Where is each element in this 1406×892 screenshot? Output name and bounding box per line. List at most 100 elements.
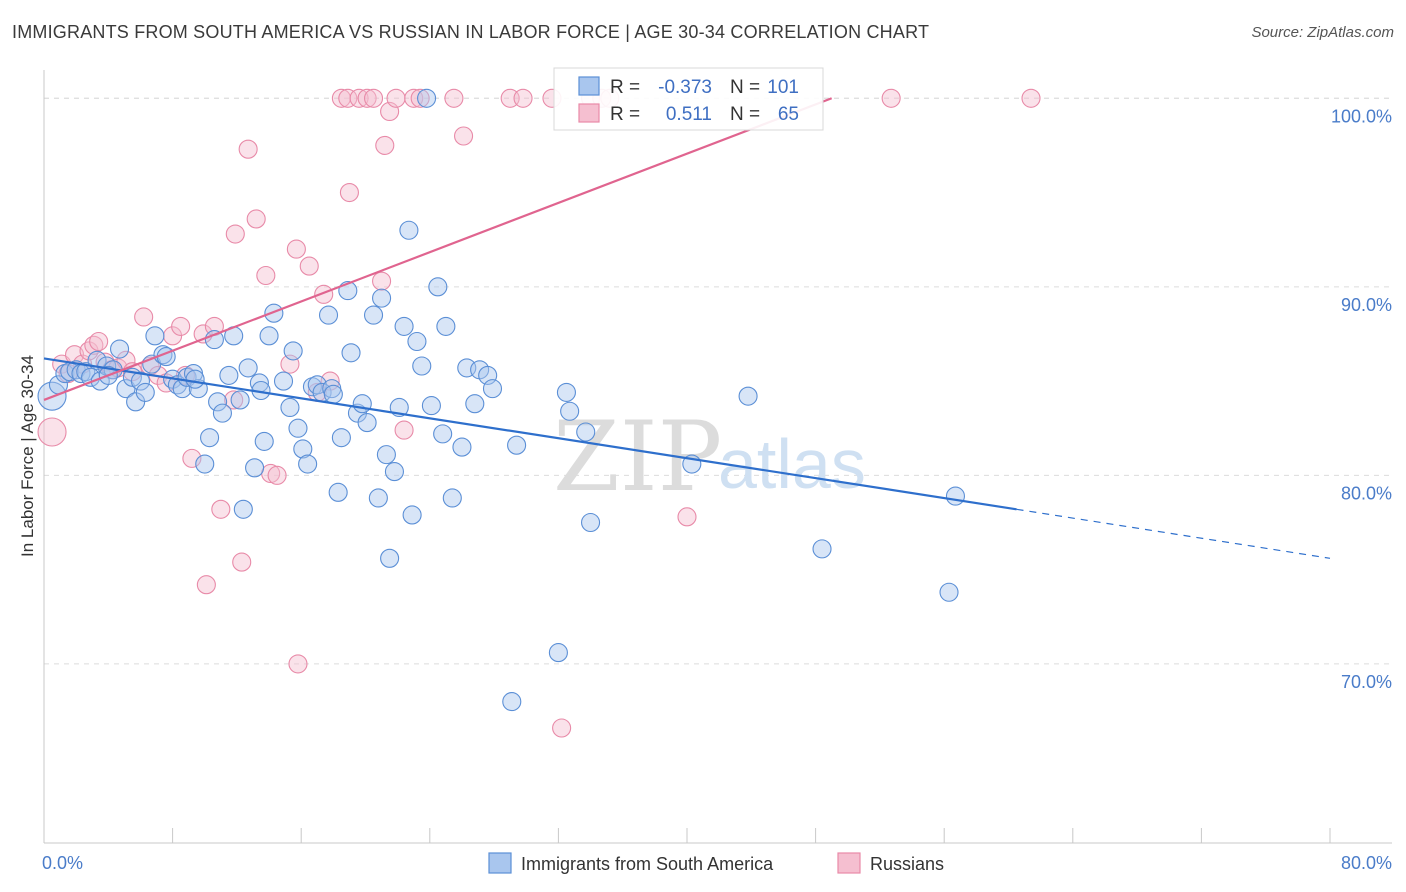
south-america-point-61 — [363, 305, 384, 325]
russians-point-45 — [363, 88, 384, 108]
legend-label-russians: Russians — [870, 854, 944, 874]
legend: Immigrants from South America Russians — [488, 852, 944, 874]
south-america-point-67 — [394, 316, 414, 336]
south-america-point-71 — [412, 356, 432, 376]
south-america-point-59 — [352, 394, 372, 414]
russians-point-24 — [211, 499, 231, 519]
russians-point-63 — [881, 88, 901, 108]
south-america-point-47 — [293, 439, 313, 459]
stats-r-label-blue: R = — [610, 77, 640, 98]
south-america-point-83 — [482, 379, 503, 399]
y-axis-label: In Labor Force | Age 30-34 — [18, 355, 37, 557]
russians-point-52 — [410, 88, 430, 108]
south-america-point-31 — [208, 392, 228, 412]
south-america-point-38 — [245, 458, 265, 478]
south-america-point-89 — [576, 422, 596, 442]
south-america-point-8 — [87, 350, 107, 370]
x-tick-label-max: 80.0% — [1341, 853, 1392, 873]
stats-n-label-pink: N = — [730, 104, 760, 125]
south-america-point-17 — [135, 382, 155, 402]
stats-n-value-pink: 65 — [778, 104, 799, 125]
south-america-point-57 — [341, 343, 361, 363]
russians-point-27 — [232, 552, 252, 572]
watermark-atlas: atlas — [718, 425, 866, 503]
russians-point-7 — [89, 331, 109, 352]
russians-point-38 — [314, 284, 334, 304]
russians-point-25 — [224, 390, 244, 410]
south-america-point-94 — [939, 582, 959, 602]
russians-point-0 — [37, 417, 67, 447]
russians-point-54 — [454, 126, 474, 146]
south-america-point-95 — [945, 486, 966, 506]
russians-point-26 — [225, 224, 245, 244]
legend-swatch-russians — [837, 852, 861, 874]
russians-point-56 — [513, 88, 533, 108]
stats-box: R = -0.373 N = 101 R = 0.511 N = 65 — [553, 67, 824, 131]
russians-point-46 — [372, 271, 392, 291]
south-america-point-90 — [580, 512, 601, 533]
watermark-zip: ZIP — [553, 401, 722, 513]
south-america-point-42 — [264, 303, 284, 323]
russians-point-18 — [171, 316, 191, 336]
y-tick-label-100: 100.0% — [1331, 106, 1392, 126]
stats-swatch-blue — [578, 76, 600, 96]
russians-point-21 — [193, 324, 213, 344]
south-america-point-92 — [738, 386, 758, 406]
south-america-point-33 — [219, 365, 239, 385]
south-america-point-46 — [288, 418, 308, 438]
trend-line-south-america — [43, 357, 1017, 511]
south-america-point-74 — [428, 277, 448, 297]
russians-point-22 — [196, 575, 216, 595]
south-america-point-52 — [318, 305, 339, 325]
south-america-point-88 — [560, 401, 580, 421]
y-tick-label-90: 90.0% — [1341, 295, 1392, 315]
south-america-points — [37, 88, 966, 712]
south-america-point-60 — [357, 413, 377, 433]
russians-point-42 — [339, 182, 359, 203]
x-ticks — [43, 828, 1331, 843]
russians-point-41 — [338, 88, 358, 108]
russians-point-53 — [444, 88, 464, 108]
russians-point-28 — [238, 139, 258, 159]
south-america-point-87 — [556, 382, 576, 402]
south-america-point-54 — [328, 482, 348, 502]
south-america-point-85 — [507, 435, 527, 455]
south-america-point-68 — [399, 220, 419, 240]
south-america-point-35 — [230, 390, 250, 410]
russians-point-44 — [357, 88, 377, 108]
stats-r-value-blue: -0.373 — [658, 77, 712, 98]
south-america-point-93 — [812, 539, 832, 559]
south-america-point-37 — [238, 358, 258, 378]
legend-swatch-south-america — [488, 852, 512, 874]
south-america-point-73 — [421, 396, 441, 416]
stats-n-label-blue: N = — [730, 77, 760, 98]
russians-point-20 — [182, 448, 202, 468]
stats-r-value-pink: 0.511 — [666, 104, 712, 125]
russians-point-36 — [299, 256, 319, 276]
russians-point-47 — [375, 135, 395, 155]
russians-point-13 — [134, 307, 154, 327]
stats-r-label-pink: R = — [610, 104, 640, 125]
south-america-point-75 — [433, 424, 453, 444]
source-credit: Source: ZipAtlas.com — [1251, 24, 1394, 41]
south-america-point-29 — [200, 428, 220, 448]
y-tick-label-80: 80.0% — [1341, 483, 1392, 503]
south-america-point-12 — [110, 339, 130, 359]
russians-point-35 — [288, 654, 308, 674]
south-america-point-30 — [204, 330, 224, 350]
russians-point-30 — [256, 265, 276, 286]
trend-line-south-america-extension — [1016, 508, 1331, 559]
russians-point-64 — [1021, 88, 1041, 108]
russians-point-50 — [394, 420, 414, 440]
russians-point-29 — [246, 209, 266, 229]
south-america-point-40 — [254, 431, 274, 451]
y-tick-labels: 70.0% 80.0% 90.0% 100.0% — [1331, 106, 1392, 692]
stats-n-value-blue: 101 — [767, 77, 799, 98]
south-america-point-41 — [259, 326, 279, 346]
south-america-point-70 — [407, 331, 427, 352]
south-america-point-43 — [273, 371, 294, 391]
axes — [43, 70, 1392, 844]
south-america-point-32 — [212, 403, 232, 423]
south-america-point-86 — [548, 643, 568, 663]
chart-title: IMMIGRANTS FROM SOUTH AMERICA VS RUSSIAN… — [12, 22, 930, 42]
